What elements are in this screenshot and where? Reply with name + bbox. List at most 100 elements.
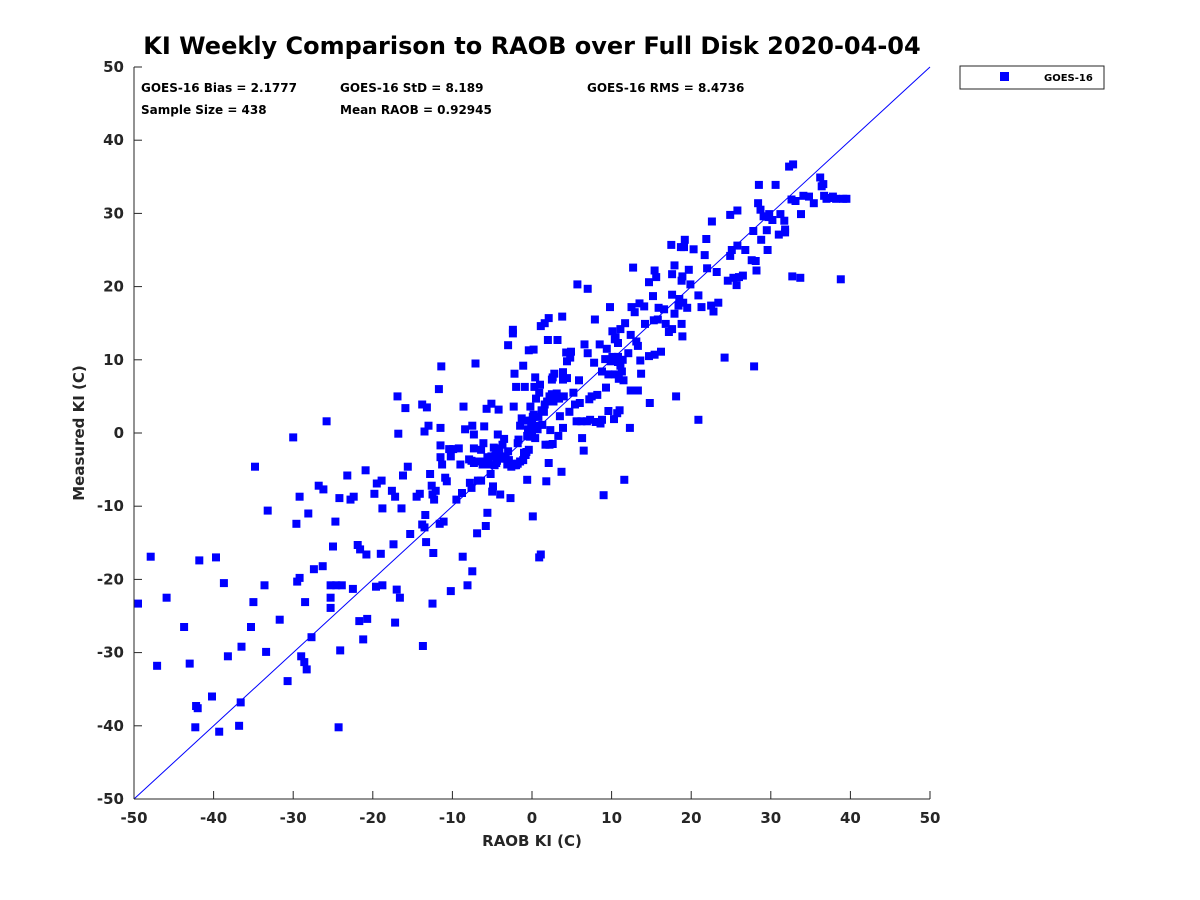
data-point	[263, 506, 272, 515]
data-point	[578, 434, 587, 443]
data-point	[549, 397, 558, 406]
data-point	[524, 346, 533, 355]
y-tick-label: 30	[103, 204, 124, 222]
data-point	[427, 481, 436, 490]
data-point	[548, 440, 557, 448]
data-point	[702, 235, 711, 243]
data-point	[796, 273, 805, 282]
y-tick-label: 40	[103, 131, 124, 149]
data-point	[763, 246, 772, 254]
stat-mean-raob: Mean RAOB = 0.92945	[340, 103, 492, 117]
data-point	[610, 415, 618, 424]
data-point	[376, 549, 385, 558]
stat-sample-size: Sample Size = 438	[141, 103, 267, 117]
data-point	[611, 333, 620, 342]
data-point	[438, 460, 447, 469]
data-point	[752, 266, 761, 275]
data-point	[799, 191, 808, 200]
data-point	[458, 552, 467, 561]
data-point	[322, 417, 331, 426]
data-point	[510, 369, 519, 378]
data-point	[531, 434, 540, 443]
data-point	[694, 415, 703, 424]
y-tick-label: 10	[103, 351, 124, 369]
data-point	[389, 540, 398, 549]
data-point	[678, 332, 687, 341]
data-point	[185, 659, 194, 668]
data-point	[677, 319, 686, 328]
data-point	[566, 353, 575, 362]
data-point	[477, 445, 486, 454]
data-point	[750, 362, 759, 371]
data-point	[378, 504, 387, 513]
data-point	[641, 319, 649, 328]
data-point	[614, 339, 622, 347]
data-point	[684, 265, 693, 274]
data-point	[680, 243, 688, 252]
data-point	[471, 359, 480, 368]
x-tick-label: -10	[439, 809, 466, 827]
data-point	[757, 235, 766, 244]
data-point	[751, 257, 760, 265]
data-point	[429, 549, 438, 557]
data-point	[302, 665, 311, 674]
data-point	[496, 490, 505, 499]
data-point	[481, 522, 490, 530]
data-point	[528, 512, 537, 521]
data-point	[590, 358, 599, 367]
data-point	[517, 414, 526, 423]
data-point	[326, 593, 335, 602]
data-point	[707, 217, 716, 226]
data-point	[546, 426, 555, 435]
data-point	[618, 355, 627, 364]
data-point	[679, 298, 688, 307]
data-point	[543, 397, 552, 406]
data-point	[372, 582, 380, 591]
data-point	[426, 470, 435, 478]
data-point	[180, 623, 189, 631]
data-point	[397, 504, 406, 513]
data-point	[558, 312, 567, 321]
data-point	[726, 210, 735, 219]
data-point	[512, 382, 521, 391]
data-point	[653, 315, 662, 324]
data-point	[454, 444, 463, 453]
data-point	[309, 565, 318, 574]
data-point	[654, 303, 663, 312]
data-point	[393, 392, 402, 401]
data-point	[616, 325, 625, 334]
data-point	[479, 439, 488, 448]
data-point	[559, 368, 567, 377]
y-tick-label: -10	[97, 497, 124, 515]
data-point	[575, 399, 584, 407]
data-point	[418, 400, 427, 409]
data-point	[608, 352, 617, 361]
data-point	[754, 180, 763, 189]
data-point	[436, 453, 445, 462]
data-point	[431, 486, 440, 495]
data-point	[536, 550, 545, 559]
data-point	[533, 425, 542, 434]
y-tick-label: -30	[97, 644, 124, 662]
y-tick-label: 20	[103, 278, 124, 296]
data-point	[506, 494, 515, 503]
data-point	[292, 519, 301, 528]
data-point	[191, 723, 200, 732]
data-point	[301, 598, 310, 607]
data-point	[668, 290, 677, 299]
data-point	[134, 599, 142, 608]
data-point	[540, 319, 549, 328]
data-point	[488, 487, 497, 496]
data-point	[542, 477, 551, 486]
data-point	[372, 479, 381, 488]
stat-rms: GOES-16 RMS = 8.4736	[587, 81, 744, 95]
data-point	[674, 301, 683, 310]
data-point	[439, 517, 448, 526]
data-point	[573, 280, 582, 289]
y-tick-label: -20	[97, 570, 124, 588]
data-point	[387, 486, 396, 495]
data-point	[536, 380, 544, 389]
data-point	[733, 241, 742, 250]
data-point	[680, 235, 689, 244]
data-point	[420, 427, 429, 436]
